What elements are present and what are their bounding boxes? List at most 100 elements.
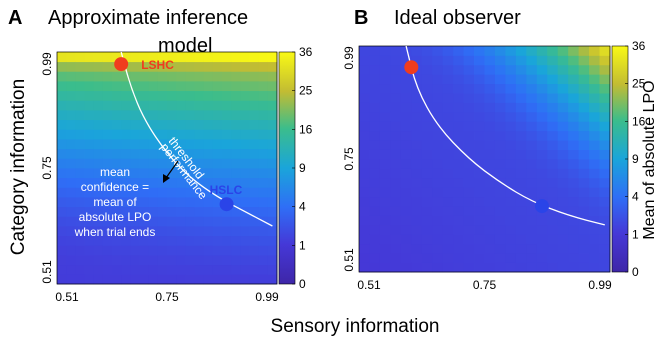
heatmap-cell bbox=[369, 177, 381, 188]
heatmap-cell bbox=[102, 129, 113, 140]
heatmap-cell bbox=[139, 187, 150, 198]
heatmap-cell bbox=[515, 111, 527, 122]
heatmap-cell bbox=[463, 196, 475, 207]
heatmap-cell bbox=[84, 119, 95, 130]
heatmap-cell bbox=[121, 264, 131, 275]
heatmap-cell bbox=[411, 262, 423, 273]
heatmap-cell bbox=[526, 168, 538, 179]
heatmap-cell bbox=[231, 187, 241, 198]
heatmap-cell bbox=[203, 90, 214, 101]
heatmap-cell bbox=[231, 245, 241, 256]
heatmap-cell bbox=[231, 110, 241, 121]
heatmap-cell bbox=[359, 83, 370, 94]
heatmap-cell bbox=[536, 74, 548, 85]
heatmap-cell bbox=[526, 262, 538, 273]
heatmap-cell bbox=[390, 253, 402, 263]
heatmap-cell bbox=[400, 168, 412, 179]
heatmap-cell bbox=[589, 102, 600, 113]
heatmap-cell bbox=[411, 215, 423, 226]
heatmap-cell bbox=[121, 274, 131, 285]
heatmap-cell bbox=[359, 140, 370, 150]
heatmap-cell bbox=[176, 52, 186, 63]
heatmap-cell bbox=[203, 235, 214, 246]
lshc-marker-b bbox=[404, 60, 419, 75]
heatmap-cell bbox=[203, 158, 214, 169]
heatmap-cell bbox=[185, 245, 195, 256]
heatmap-cell bbox=[515, 196, 527, 207]
heatmap-cell bbox=[121, 245, 131, 256]
heatmap-cell bbox=[474, 187, 485, 198]
heatmap-cell bbox=[222, 177, 232, 188]
heatmap-cell bbox=[589, 168, 600, 179]
heatmap-cell bbox=[112, 81, 122, 92]
heatmap-cell bbox=[157, 110, 168, 121]
heatmap-cell bbox=[75, 274, 85, 285]
heatmap-cell bbox=[547, 46, 559, 56]
heatmap-cell bbox=[240, 274, 250, 285]
heatmap-cell bbox=[93, 61, 104, 72]
heatmap-cell bbox=[369, 83, 381, 94]
heatmap-cell bbox=[240, 226, 250, 237]
heatmap-cell bbox=[139, 245, 150, 256]
heatmap-cell bbox=[515, 130, 527, 141]
heatmap-cell bbox=[390, 102, 402, 113]
heatmap-cell bbox=[589, 121, 600, 132]
heatmap-cell bbox=[599, 206, 611, 216]
heatmap-cell bbox=[432, 215, 444, 226]
heatmap-cell bbox=[589, 253, 600, 263]
heatmap-cell bbox=[57, 139, 67, 150]
heatmap-cell bbox=[526, 196, 538, 207]
heatmap-cell bbox=[369, 111, 381, 122]
heatmap-cell bbox=[411, 130, 423, 141]
heatmap-cell bbox=[515, 55, 527, 66]
heatmap-cell bbox=[148, 187, 159, 198]
heatmap-cell bbox=[369, 149, 381, 160]
heatmap-cell bbox=[267, 158, 278, 169]
heatmap-cell bbox=[390, 121, 402, 132]
heatmap-cell bbox=[453, 64, 464, 75]
heatmap-cell bbox=[112, 119, 122, 130]
heatmap-cell bbox=[66, 206, 76, 217]
heatmap-cell bbox=[212, 110, 223, 121]
heatmap-cell bbox=[66, 81, 76, 92]
heatmap-cell bbox=[411, 177, 423, 188]
heatmap-cell bbox=[130, 255, 140, 266]
heatmap-cell bbox=[212, 177, 223, 188]
heatmap-cell bbox=[505, 74, 517, 85]
heatmap-cell bbox=[75, 235, 85, 246]
heatmap-cell bbox=[505, 83, 517, 94]
heatmap-cell bbox=[249, 61, 260, 72]
colorbar-tick-label: 16 bbox=[632, 114, 646, 128]
heatmap-cell bbox=[557, 159, 569, 169]
heatmap-cell bbox=[359, 130, 370, 141]
heatmap-cell bbox=[599, 111, 611, 122]
heatmap-cell bbox=[432, 253, 444, 263]
heatmap-cell bbox=[526, 121, 538, 132]
heatmap-cell bbox=[57, 197, 67, 208]
heatmap-cell bbox=[359, 196, 370, 207]
heatmap-cell bbox=[185, 110, 195, 121]
heatmap-cell bbox=[249, 274, 260, 285]
heatmap-cell bbox=[369, 196, 381, 207]
heatmap-cell bbox=[589, 46, 600, 56]
heatmap-cell bbox=[536, 168, 548, 179]
heatmap-cell bbox=[185, 71, 195, 82]
heatmap-cell bbox=[231, 216, 241, 227]
heatmap-cell bbox=[578, 140, 590, 150]
confidence-annotation-2: confidence = bbox=[81, 180, 149, 194]
heatmap-cell bbox=[474, 64, 485, 75]
heatmap-cell bbox=[421, 46, 433, 56]
heatmap-cell bbox=[421, 55, 433, 66]
heatmap-cell bbox=[536, 130, 548, 141]
heatmap-cell bbox=[148, 226, 159, 237]
heatmap-cell bbox=[57, 245, 67, 256]
heatmap-cell bbox=[267, 119, 278, 130]
heatmap-cell bbox=[167, 226, 177, 237]
heatmap-cell bbox=[231, 81, 241, 92]
heatmap-cell bbox=[194, 206, 205, 217]
heatmap-cell bbox=[463, 64, 475, 75]
heatmap-cell bbox=[411, 121, 423, 132]
heatmap-cell bbox=[231, 100, 241, 111]
heatmap-cell bbox=[212, 52, 223, 63]
heatmap-cell bbox=[369, 206, 381, 216]
